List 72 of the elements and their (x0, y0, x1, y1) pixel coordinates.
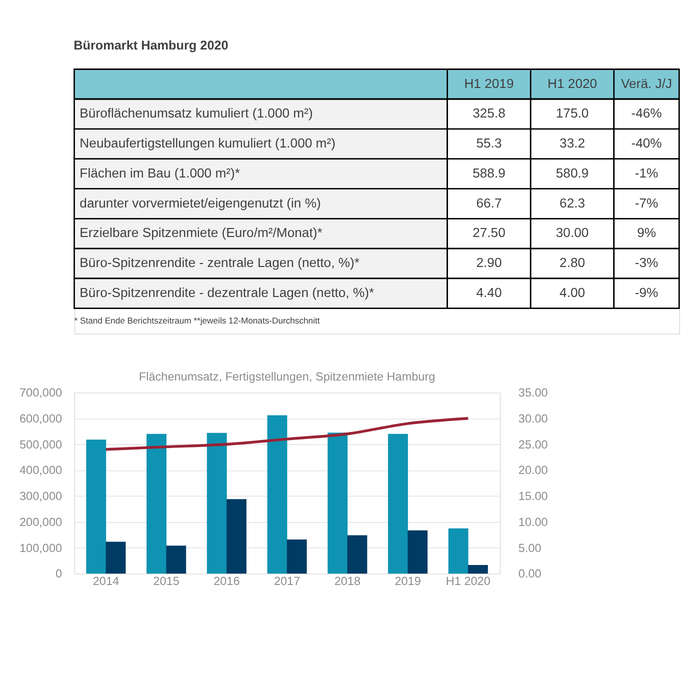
bar (468, 565, 488, 574)
x-tick-label: 2015 (153, 574, 180, 588)
y2-tick-label: 30.00 (518, 412, 548, 426)
bar (388, 434, 408, 574)
text: 580.9 (556, 165, 589, 180)
y2-tick-label: 25.00 (518, 438, 548, 452)
text: -1% (634, 165, 659, 180)
bar (146, 434, 166, 574)
text: 2.80 (560, 255, 586, 270)
text: -9% (634, 284, 659, 300)
x-tick-label: H1 2020 (446, 574, 491, 588)
text: 55.3 (476, 136, 502, 151)
text: 66.7 (476, 195, 502, 210)
text: 4.40 (476, 284, 502, 300)
y-tick-label: 300,000 (19, 490, 62, 504)
x-tick-label: 2014 (92, 574, 120, 588)
text: Büroflächenumsatz kumuliert (1.000 m²) (80, 106, 313, 121)
text: -46% (631, 106, 662, 121)
text: H1 2020 (547, 76, 598, 91)
text: -7% (634, 195, 659, 210)
text: 30.00 (556, 225, 589, 240)
text: -40% (631, 136, 662, 151)
bar (166, 546, 186, 574)
y-tick-label: 500,000 (19, 438, 62, 452)
bar (86, 440, 106, 574)
y-tick-label: 0 (55, 568, 62, 581)
bar (106, 542, 126, 574)
text: 175.0 (556, 106, 589, 121)
y2-tick-label: 35.00 (518, 386, 548, 400)
bar (206, 432, 227, 574)
text: Büro-Spitzenrendite - dezentrale Lagen (netto, %)* (80, 284, 374, 300)
text: 33.2 (560, 136, 586, 151)
y-tick-label: 700,000 (19, 386, 62, 400)
text: * Stand Ende Berichtszeitraum **jeweils 12-Monats-Durchschnitt (74, 316, 320, 326)
bar (286, 539, 307, 574)
y-tick-label: 600,000 (19, 412, 62, 426)
y2-tick-label: 0.00 (518, 568, 542, 581)
bar (408, 530, 428, 574)
text: -3% (634, 255, 659, 270)
x-tick-label: 2017 (274, 574, 300, 588)
text: H1 2019 (464, 76, 514, 91)
text: 9% (637, 225, 656, 240)
text: 2.90 (476, 255, 502, 270)
x-tick-label: 2016 (214, 574, 240, 588)
text: Büromarkt Hamburg 2020 (74, 38, 228, 53)
line-series (104, 417, 470, 451)
text: Neubaufertigstellungen kumuliert (1.000 m²) (80, 136, 336, 151)
text: Verä. J/J (621, 76, 672, 91)
text: 27.50 (472, 225, 506, 240)
chart-title: Flächenumsatz, Fertigstellungen, Spitzenmiete Hamburg (138, 370, 436, 384)
y-tick-label: 200,000 (19, 516, 62, 529)
text: 588.9 (472, 165, 506, 180)
bar (267, 415, 288, 574)
text: Erzielbare Spitzenmiete (Euro/m²/Monat)* (80, 225, 322, 240)
x-tick-label: 2019 (394, 574, 421, 588)
bar (328, 432, 348, 574)
x-tick-label: 2018 (334, 574, 361, 588)
bar (347, 535, 368, 574)
text: Büro-Spitzenrendite - zentrale Lagen (netto, %)* (80, 255, 360, 270)
text: 62.3 (560, 195, 586, 210)
text: darunter vorvermietet/eigengenutzt (in %) (80, 195, 321, 210)
text: 325.8 (472, 106, 506, 121)
text: Flächen im Bau (1.000 m²)* (80, 165, 240, 180)
y2-tick-label: 20.00 (518, 464, 548, 478)
bar (226, 499, 246, 574)
y2-tick-label: 15.00 (518, 490, 548, 504)
bar (448, 528, 468, 574)
y2-tick-label: 5.00 (518, 542, 542, 555)
y-tick-label: 400,000 (19, 464, 62, 478)
y-tick-label: 100,000 (19, 542, 62, 555)
text: 4.00 (560, 284, 586, 300)
y2-tick-label: 10.00 (518, 516, 548, 529)
